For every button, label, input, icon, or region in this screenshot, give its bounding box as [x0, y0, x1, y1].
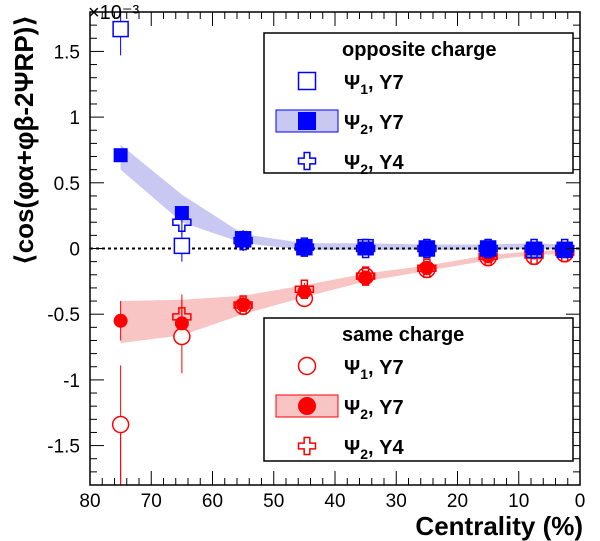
x-tick-label: 70	[141, 491, 162, 512]
marker-s3-p1	[173, 327, 191, 346]
marker-s4-p5	[419, 261, 434, 276]
marker-s4-p3	[297, 284, 312, 299]
x-tick-label: 20	[447, 491, 468, 512]
marker-s1-p2	[236, 232, 251, 247]
legend-marker	[297, 356, 317, 376]
marker-s1-p8	[557, 242, 572, 257]
x-tick-label: 80	[79, 491, 100, 512]
y-tick-label: -1	[63, 371, 80, 392]
legend-entry-label: Ψ1, Y7	[344, 357, 404, 382]
marker-s1-p5	[419, 241, 434, 256]
y-tick-label: 0.5	[54, 174, 80, 195]
uncertainty-bands	[120, 144, 565, 344]
y-tick-label: -1.5	[47, 437, 80, 458]
y-tick-label: 1	[69, 108, 80, 129]
data-markers	[111, 20, 575, 434]
marker-s4-p0	[113, 313, 128, 328]
marker-s0-p0	[112, 20, 129, 38]
legend-entry-label: Ψ2, Y4	[344, 437, 404, 462]
tick-labels: 80 70 60 50 40 30 20 10 0 1.5 1 0.5 0 -0.5 -1 -1.5	[47, 42, 585, 512]
y-axis-exponent: ×10⁻³	[88, 2, 139, 24]
legend-same-charge: same charge Ψ1, Y7 Ψ2, Y7 Ψ2, Y4	[263, 317, 574, 462]
x-tick-label: 30	[386, 491, 407, 512]
legend-title: same charge	[342, 324, 464, 346]
marker-s3-p0	[111, 415, 130, 434]
legend-entry-label: Ψ2, Y4	[344, 152, 404, 177]
y-tick-label: 1.5	[54, 42, 80, 63]
y-tick-label: -0.5	[47, 305, 80, 326]
legend-box	[263, 317, 574, 462]
marker-s4-p1	[174, 316, 189, 331]
marker-s0-p1	[173, 237, 191, 255]
marker-s1-p4	[358, 241, 373, 256]
marker-s1-p6	[481, 241, 496, 256]
marker-s1-p3	[297, 240, 312, 255]
x-axis-title: Centrality (%)	[415, 511, 583, 541]
axis-ticks	[89, 11, 581, 486]
y-tick-label: 0	[69, 240, 80, 261]
legend-box	[263, 32, 574, 174]
x-tick-label: 60	[202, 491, 223, 512]
legend-entry-label: Ψ2, Y7	[344, 397, 404, 422]
legend-marker	[298, 112, 316, 130]
legend-opposite-charge: opposite charge Ψ1, Y7 Ψ2, Y7 Ψ2, Y4	[263, 32, 574, 177]
legend-title: opposite charge	[342, 39, 496, 61]
legend-entry-label: Ψ1, Y7	[344, 72, 404, 97]
legend-marker	[297, 71, 317, 91]
legend-marker	[298, 397, 316, 415]
x-tick-label: 40	[324, 491, 345, 512]
marker-s4-p2	[236, 297, 251, 312]
x-tick-label: 50	[263, 491, 284, 512]
band-series-4	[120, 249, 565, 344]
x-tick-label: 0	[575, 491, 586, 512]
legend-marker	[297, 151, 317, 171]
marker-s4-p4	[358, 270, 373, 285]
marker-s1-p0	[113, 148, 128, 163]
x-tick-label: 10	[508, 491, 529, 512]
marker-s1-p1	[174, 206, 189, 221]
legend-marker	[297, 436, 317, 456]
legend-entry-label: Ψ2, Y7	[344, 112, 404, 137]
marker-s1-p7	[527, 241, 542, 256]
y-axis-title: ⟨cos(φα+φβ-2ΨRP)⟩	[9, 15, 39, 265]
